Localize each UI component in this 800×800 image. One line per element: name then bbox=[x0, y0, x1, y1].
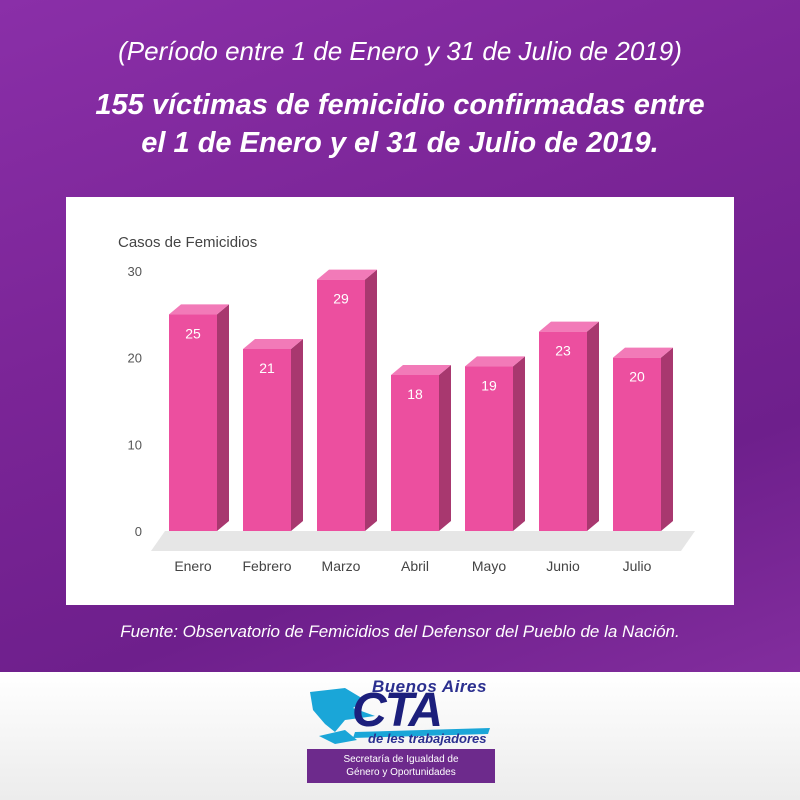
bar bbox=[317, 279, 365, 531]
headline-line-1: 155 víctimas de femicidio confirmadas en… bbox=[95, 89, 705, 121]
x-tick-label: Enero bbox=[174, 558, 212, 574]
logo-subtitle: de les trabajadores bbox=[368, 731, 487, 746]
x-tick-label: Abril bbox=[401, 558, 429, 574]
bar bbox=[465, 366, 513, 531]
source-note: Fuente: Observatorio de Femicidios del D… bbox=[120, 622, 680, 641]
bar-side bbox=[513, 356, 525, 531]
bar bbox=[613, 357, 661, 531]
bar-chart: Casos de Femicidios 0 10 20 30 25 Enero 21 Febre… bbox=[118, 234, 695, 574]
bar-top bbox=[613, 347, 673, 358]
logo-buenos-aires: Buenos Aires bbox=[372, 677, 487, 696]
chart-card: Casos de Femicidios 0 10 20 30 25 Enero 21 Febre… bbox=[66, 197, 734, 605]
bar-top bbox=[465, 356, 525, 367]
headline: 155 víctimas de femicidio confirmadas en… bbox=[40, 86, 760, 162]
bar-value-label: 18 bbox=[407, 386, 423, 402]
cta-map-logo-icon bbox=[310, 688, 490, 744]
x-tick-label: Junio bbox=[546, 558, 580, 574]
bar-top bbox=[169, 304, 229, 315]
bar-side bbox=[661, 347, 673, 531]
x-tick-label: Julio bbox=[623, 558, 652, 574]
bar bbox=[391, 375, 439, 531]
secretaria-line-2: Género y Oportunidades bbox=[346, 767, 456, 778]
bar-top bbox=[391, 365, 451, 375]
y-tick-label: 10 bbox=[128, 437, 142, 452]
x-tick-label: Marzo bbox=[322, 558, 361, 574]
chart-floor bbox=[151, 531, 695, 551]
y-tick-label: 30 bbox=[128, 264, 142, 279]
secretaria-line-1: Secretaría de Igualdad de bbox=[343, 754, 459, 765]
bar bbox=[169, 314, 217, 531]
bar-side bbox=[291, 339, 303, 531]
bar-side bbox=[365, 269, 377, 531]
bar-value-label: 25 bbox=[185, 325, 201, 341]
bar-value-label: 20 bbox=[629, 369, 645, 385]
logo-cta: CTA bbox=[352, 684, 443, 737]
bar-side bbox=[587, 321, 599, 531]
period-subtitle: (Período entre 1 de Enero y 31 de Julio … bbox=[118, 36, 682, 66]
secretaria-badge: Secretaría de Igualdad de Género y Oport… bbox=[307, 749, 495, 783]
bar-top bbox=[539, 321, 599, 332]
bar-side bbox=[217, 304, 229, 531]
bar-top bbox=[317, 269, 377, 280]
x-tick-label: Mayo bbox=[472, 558, 506, 574]
y-tick-label: 20 bbox=[128, 351, 142, 366]
x-tick-label: Febrero bbox=[242, 558, 291, 574]
headline-line-2: el 1 de Enero y el 31 de Julio de 2019. bbox=[141, 127, 659, 159]
bar-value-label: 29 bbox=[333, 291, 349, 307]
y-tick-label: 0 bbox=[135, 524, 142, 539]
bar-value-label: 19 bbox=[481, 377, 497, 393]
bar-top bbox=[243, 339, 303, 349]
bar bbox=[539, 331, 587, 531]
bar bbox=[243, 349, 291, 531]
bar-value-label: 21 bbox=[259, 360, 275, 376]
y-axis-label: Casos de Femicidios bbox=[118, 234, 257, 251]
bar-value-label: 23 bbox=[555, 343, 571, 359]
bar-side bbox=[439, 365, 451, 531]
